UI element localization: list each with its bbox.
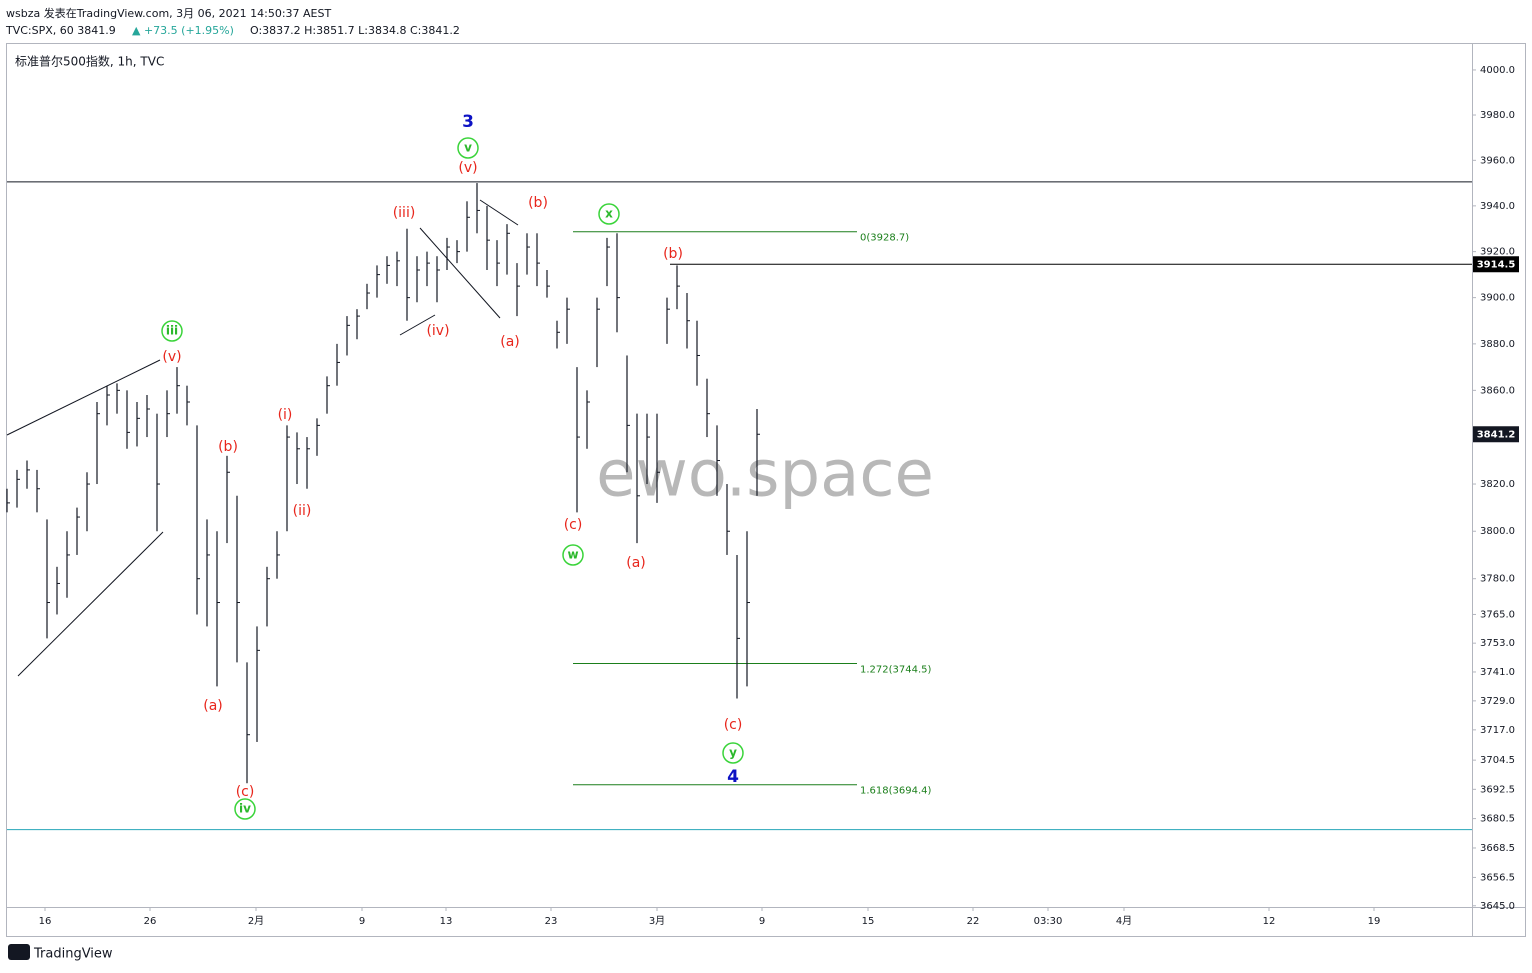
header-line: wsbza 发表在TradingView.com, 3月 06, 2021 14… <box>6 6 331 20</box>
y-tick-label: 3820.0 <box>1480 479 1515 490</box>
change: ▲ +73.5 (+1.95%) <box>132 24 234 37</box>
logo[interactable] <box>8 944 30 960</box>
fib-label: 0(3928.7) <box>860 233 909 244</box>
x-tick-label: 03:30 <box>1034 916 1063 927</box>
trend-line <box>17 531 164 677</box>
y-tick-label: 3717.0 <box>1480 725 1515 736</box>
last-price-tag <box>1473 426 1519 443</box>
wave-circle <box>234 798 256 820</box>
wave-minor-label: (b) <box>218 439 238 455</box>
x-tick-label: 4月 <box>1116 915 1132 927</box>
footer-brand[interactable]: TradingView <box>33 947 113 962</box>
x-tick-label: 9 <box>759 916 765 927</box>
wave-minor-label: (c) <box>236 784 255 800</box>
chart-title: 标准普尔500指数, 1h, TVC <box>15 54 164 69</box>
wave-minor-label: (v) <box>458 160 477 176</box>
wave-minor-label: (a) <box>500 334 520 350</box>
y-tick-label: 3780.0 <box>1480 574 1515 585</box>
wave-minor-label: (a) <box>203 698 223 714</box>
x-tick-label: 13 <box>440 916 453 927</box>
watermark: ewo.space <box>596 438 934 512</box>
wave-circled-label: v <box>464 141 472 155</box>
x-tick-label: 22 <box>967 916 980 927</box>
wave-circle <box>562 544 584 566</box>
trend-line <box>479 199 519 226</box>
y-tick-label: 3960.0 <box>1480 155 1515 166</box>
wave-circle <box>722 742 744 764</box>
wave-minor-label: (a) <box>626 555 646 571</box>
wave-circled-label: y <box>729 746 737 760</box>
symbol: TVC:SPX, 60 3841.9 <box>5 24 116 37</box>
y-tick-label: 4000.0 <box>1480 65 1515 76</box>
fib-label: 1.272(3744.5) <box>860 665 932 676</box>
y-tick-label: 3860.0 <box>1480 385 1515 396</box>
y-tick-label: 3656.5 <box>1480 872 1515 883</box>
x-tick-label: 26 <box>144 916 157 927</box>
ohlc: O:3837.2 H:3851.7 L:3834.8 C:3841.2 <box>250 24 460 37</box>
y-tick-label: 3741.0 <box>1480 667 1515 678</box>
y-tick-label: 3900.0 <box>1480 293 1515 304</box>
y-tick-label: 3692.5 <box>1480 784 1515 795</box>
wave-minor-label: (ii) <box>293 503 312 519</box>
wave-minor-label: (i) <box>278 407 293 423</box>
x-tick-label: 19 <box>1368 916 1381 927</box>
wave-circled-label: w <box>567 548 578 562</box>
wave-degree-label: 3 <box>462 112 474 132</box>
wave-circle <box>598 203 620 225</box>
y-tick-label: 3668.5 <box>1480 843 1515 854</box>
wave-minor-label: (b) <box>663 246 683 262</box>
x-tick-label: 12 <box>1263 916 1276 927</box>
wave-minor-label: (c) <box>564 517 583 533</box>
x-tick-label: 2月 <box>248 915 264 927</box>
trend-line <box>399 314 436 336</box>
wave-minor-label: (v) <box>162 349 181 365</box>
trend-lines <box>6 199 519 677</box>
y-tick-label: 3765.0 <box>1480 609 1515 620</box>
y-tick-label: 3704.5 <box>1480 755 1515 766</box>
trend-line <box>6 359 161 436</box>
bars <box>6 183 760 784</box>
fib-label: 1.618(3694.4) <box>860 786 932 797</box>
y-tick-label: 3680.5 <box>1480 814 1515 825</box>
wave-circled-label: iv <box>239 802 251 816</box>
wave-circled-label: x <box>605 207 613 221</box>
y-tick-label: 3940.0 <box>1480 201 1515 212</box>
x-tick-label: 3月 <box>649 915 665 927</box>
wave-minor-label: (iii) <box>393 205 416 221</box>
x-tick-label: 23 <box>545 916 558 927</box>
y-tick-label: 3980.0 <box>1480 110 1515 121</box>
y-tick-label: 3729.0 <box>1480 696 1515 707</box>
wave-circled-label: iii <box>166 324 178 338</box>
wave-circle <box>161 320 183 342</box>
y-tick-label: 3753.0 <box>1480 638 1515 649</box>
x-tick-label: 16 <box>39 916 52 927</box>
y-tick-label: 3645.0 <box>1480 901 1515 912</box>
y-tick-label: 3800.0 <box>1480 526 1515 537</box>
wave-minor-label: (b) <box>528 195 548 211</box>
wave-minor-label: (c) <box>724 717 743 733</box>
y-tick-label: 3880.0 <box>1480 339 1515 350</box>
wave-circle <box>457 137 479 159</box>
last-price-label: 3841.2 <box>1477 429 1516 440</box>
wave-degree-label: 4 <box>727 767 739 787</box>
x-tick-label: 9 <box>359 916 365 927</box>
trend-line <box>419 227 501 319</box>
y-tick-label: 3920.0 <box>1480 247 1515 258</box>
price-tag-label: 3914.5 <box>1477 259 1516 270</box>
wave-minor-label: (iv) <box>426 323 449 339</box>
x-tick-label: 15 <box>862 916 875 927</box>
price-tag <box>1473 256 1519 273</box>
